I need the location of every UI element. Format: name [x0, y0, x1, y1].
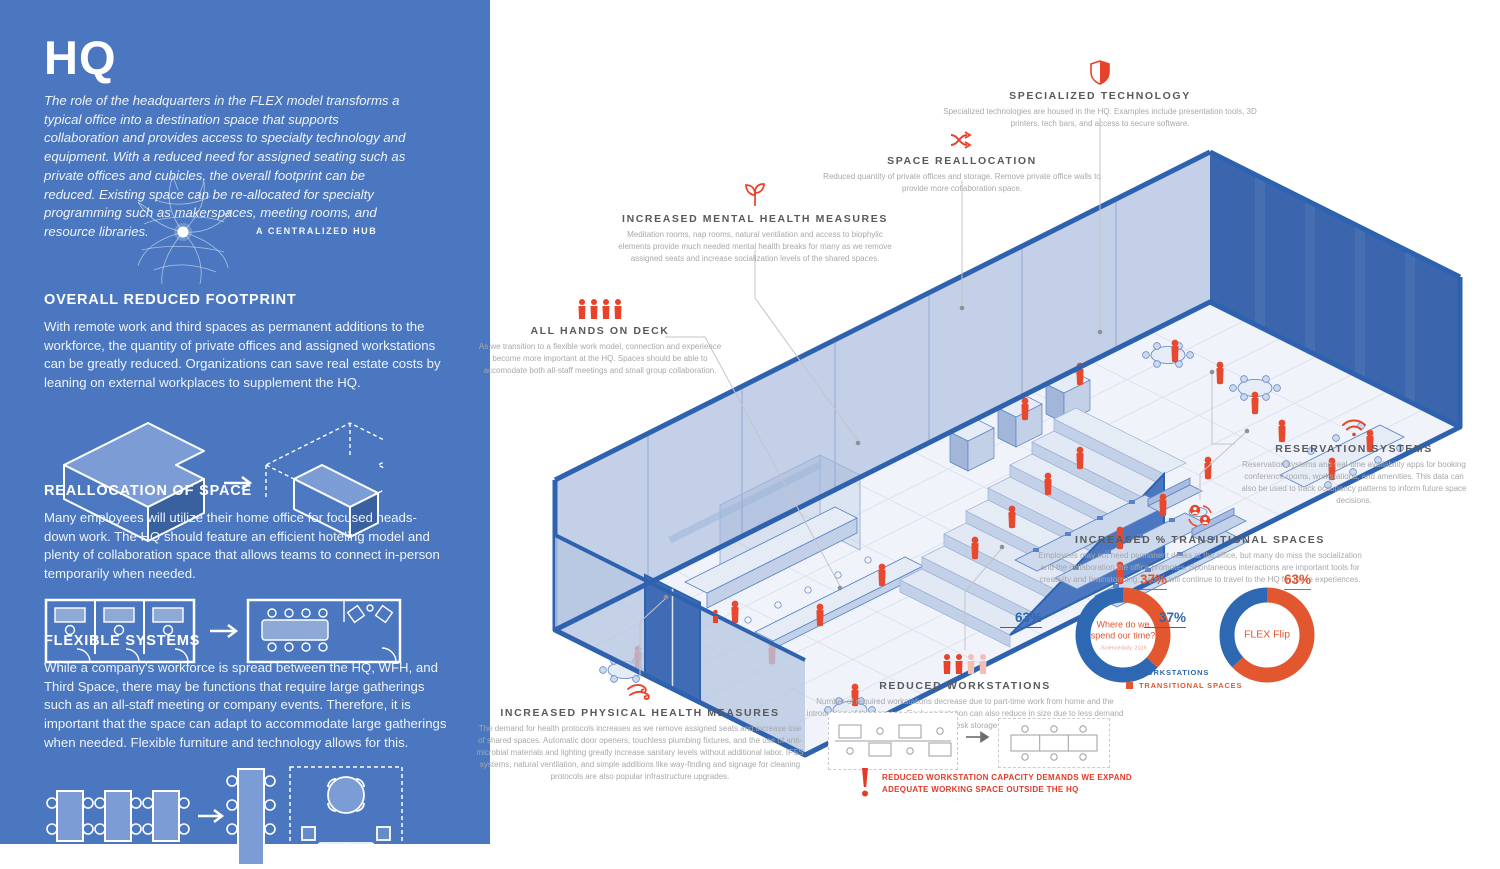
building-outline	[552, 299, 1463, 758]
pct-label-workstations-63: 63%	[1000, 610, 1042, 628]
section-flexible-systems: FLEXIBLE SYSTEMS While a company's workf…	[44, 633, 448, 869]
exclamation-icon	[862, 768, 868, 797]
section-body: With remote work and third spaces as per…	[44, 319, 441, 391]
intro-paragraph: The role of the headquarters in the FLEX…	[44, 93, 406, 240]
annotation-title: RESERVATION SYSTEMS	[1275, 443, 1433, 455]
people-cycle-icon	[1035, 503, 1365, 529]
legend-row-workstations: WORKSTATIONS	[1126, 668, 1242, 677]
warning-text: REDUCED WORKSTATION CAPACITY DEMANDS WE …	[882, 773, 1132, 795]
page-title: HQ	[44, 31, 117, 84]
annotation-transitional-spaces: INCREASED % TRANSITIONAL SPACES Employee…	[1035, 503, 1365, 586]
sidebar: HQ The role of the headquarters in the F…	[0, 0, 490, 868]
annotation-title: INCREASED % TRANSITIONAL SPACES	[1075, 534, 1325, 546]
section-body: While a company's workforce is spread be…	[44, 660, 447, 750]
annotation-body: As we transition to a flexible work mode…	[478, 342, 722, 375]
hub-label: A CENTRALIZED HUB	[256, 226, 378, 236]
donut-segment-workstations	[1075, 587, 1171, 683]
section-heading: OVERALL REDUCED FOOTPRINT	[44, 292, 297, 308]
legend-label: TRANSITIONAL SPACES	[1139, 681, 1243, 690]
annotation-title: REDUCED WORKSTATIONS	[879, 680, 1051, 692]
donut-legend: WORKSTATIONS TRANSITIONAL SPACES	[1126, 668, 1242, 694]
annotation-reduced-workstations: REDUCED WORKSTATIONS Number of required …	[805, 653, 1125, 732]
donut-title: Where do we spend our time?	[1090, 619, 1156, 641]
annotation-body: Specialized technologies are housed in t…	[943, 107, 1257, 128]
annotation-title: ALL HANDS ON DECK	[530, 325, 670, 337]
plant-icon	[615, 182, 895, 208]
pct-label-workstations-37: 37%	[1144, 610, 1186, 628]
people-row-icon	[470, 298, 730, 320]
end-wall	[1208, 149, 1463, 427]
wifi-icon	[1238, 418, 1470, 438]
legend-row-transitional-spaces: TRANSITIONAL SPACES	[1126, 681, 1242, 690]
donut-chart-where-do-we-spend-our-time: Where do we spend our time? -Sciencedail…	[1068, 580, 1178, 690]
annotation-body: Meditation rooms, nap rooms, natural ven…	[618, 230, 892, 263]
people-fade-icon	[805, 653, 1125, 675]
floorplan-diagram	[44, 598, 402, 664]
annotation-body: Reservation systems and real-time availa…	[1241, 460, 1467, 505]
annotation-body: Number of required workstations decrease…	[806, 697, 1124, 730]
annotation-title: INCREASED PHYSICAL HEALTH MEASURES	[500, 707, 780, 719]
annotation-body: The demand for health protocols increase…	[476, 724, 804, 781]
annotation-all-hands: ALL HANDS ON DECK As we transition to a …	[470, 298, 730, 377]
shield-icon	[940, 60, 1260, 85]
annotation-physical-health: INCREASED PHYSICAL HEALTH MEASURES The d…	[475, 680, 805, 783]
cubicle-diagram-before	[828, 712, 958, 770]
annotation-body: Employees may not need permanent desks a…	[1038, 551, 1362, 584]
section-body: Many employees will utilize their home o…	[44, 510, 440, 582]
wind-icon	[475, 680, 805, 702]
section-overall-reduced-footprint: OVERALL REDUCED FOOTPRINT With remote wo…	[44, 292, 448, 555]
legend-swatch-transitional	[1126, 682, 1133, 689]
annotation-mental-health: INCREASED MENTAL HEALTH MEASURES Meditat…	[615, 182, 895, 265]
hub-dot	[177, 226, 189, 238]
arrow-icon	[966, 731, 990, 743]
donut-source: -Sciencedaily, 2016	[1099, 644, 1147, 651]
legend-swatch-workstations	[1126, 669, 1133, 676]
annotation-specialized-technology: SPECIALIZED TECHNOLOGY Specialized techn…	[940, 60, 1260, 130]
sanitizer-station-icon	[713, 609, 718, 623]
annotation-title: SPECIALIZED TECHNOLOGY	[1009, 90, 1191, 102]
flexible-furniture-diagram	[46, 765, 403, 868]
city-map-illustration	[137, 175, 233, 285]
donut-segment-workstations	[1219, 587, 1315, 683]
annotation-title: SPACE REALLOCATION	[887, 155, 1037, 167]
section-heading: REALLOCATION OF SPACE	[44, 483, 252, 499]
annotation-reservation-systems: RESERVATION SYSTEMS Reservation systems …	[1238, 418, 1470, 507]
donut-title: FLEX Flip	[1243, 628, 1291, 641]
section-heading: FLEXIBLE SYSTEMS	[44, 633, 201, 649]
section-reallocation-of-space: REALLOCATION OF SPACE Many employees wil…	[44, 483, 448, 670]
legend-label: WORKSTATIONS	[1139, 668, 1210, 677]
pct-label-transitional-37: 37%	[1140, 572, 1168, 590]
donut-chart-flex-flip: FLEX Flip	[1212, 580, 1322, 690]
arrow-icon	[224, 475, 253, 490]
shuffle-icon	[822, 130, 1102, 150]
annotation-space-reallocation: SPACE REALLOCATION Reduced quantity of p…	[822, 130, 1102, 195]
footprint-diagram	[63, 421, 384, 542]
bench-diagram-after	[998, 718, 1110, 768]
centralized-hub-figure: A CENTRALIZED HUB	[118, 172, 448, 290]
pct-label-transitional-63: 63%	[1284, 572, 1312, 590]
annotation-title: INCREASED MENTAL HEALTH MEASURES	[622, 213, 888, 225]
annotation-body: Reduced quantity of private offices and …	[823, 172, 1101, 193]
main-illustration-panel: SPECIALIZED TECHNOLOGY Specialized techn…	[476, 0, 1500, 844]
